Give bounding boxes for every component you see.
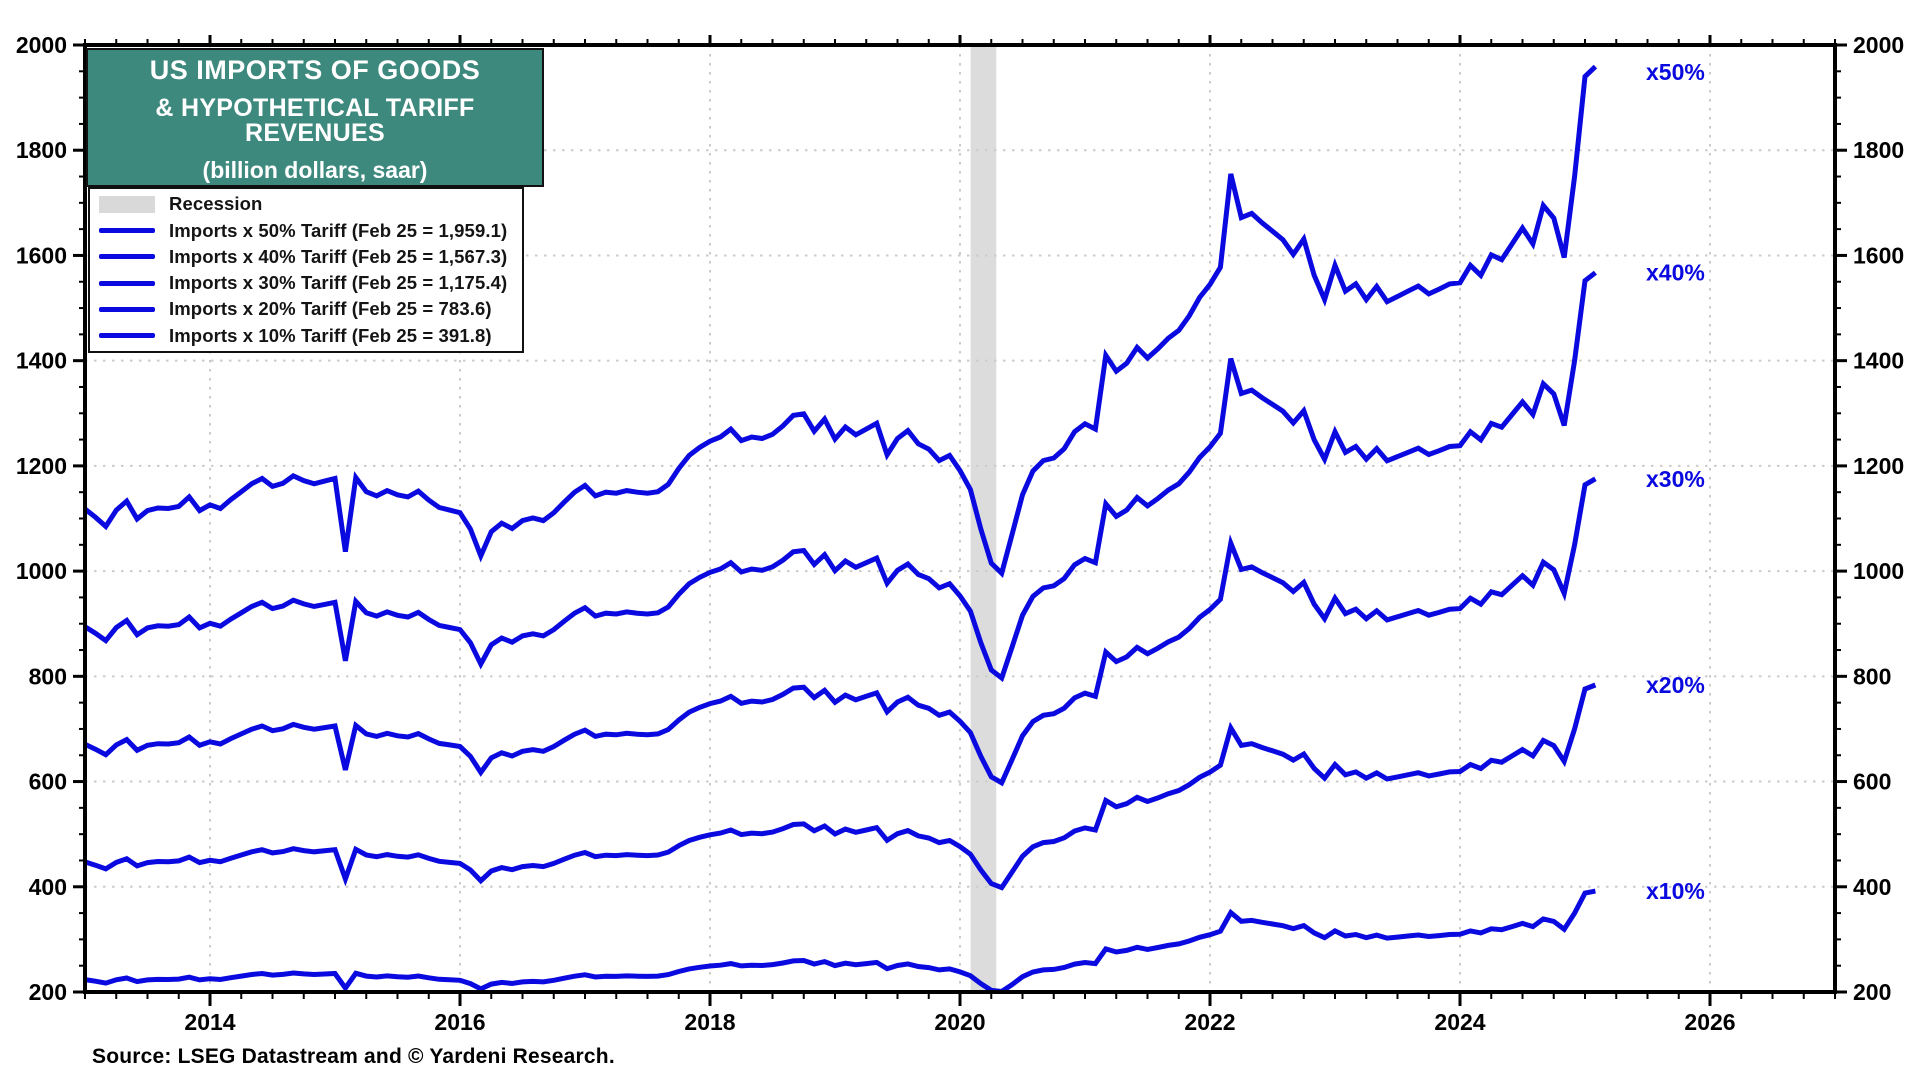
legend-item-series-10pct: Imports x 10% Tariff (Feb 25 = 391.8) bbox=[99, 323, 522, 349]
chart-title-line2: & HYPOTHETICAL TARIFF REVENUES bbox=[155, 94, 475, 147]
y-axis-tick-label-right: 1200 bbox=[1853, 453, 1904, 479]
chart-legend: Recession Imports x 50% Tariff (Feb 25 =… bbox=[88, 187, 524, 353]
y-axis-tick-label-right: 1400 bbox=[1853, 348, 1904, 374]
y-axis-tick-label-right: 800 bbox=[1853, 663, 1891, 689]
line-end-labels: x50% x40% x30% x20% x10% bbox=[1646, 59, 1705, 904]
legend-label: Imports x 20% Tariff (Feb 25 = 783.6) bbox=[169, 298, 492, 320]
x-axis-tick-label: 2024 bbox=[1434, 1009, 1485, 1035]
legend-label: Imports x 30% Tariff (Feb 25 = 1,175.4) bbox=[169, 272, 508, 294]
line-end-label-x50: x50% bbox=[1646, 59, 1705, 85]
y-axis-tick-label-left: 1000 bbox=[16, 558, 67, 584]
recession-swatch bbox=[99, 195, 155, 213]
line-swatch bbox=[99, 280, 155, 286]
y-axis-tick-label-right: 400 bbox=[1853, 874, 1891, 900]
legend-item-series-40pct: Imports x 40% Tariff (Feb 25 = 1,567.3) bbox=[99, 244, 522, 270]
series-line-x10 bbox=[84, 888, 1596, 992]
chart-title-subtitle: (billion dollars, saar) bbox=[202, 157, 428, 183]
line-swatch bbox=[99, 228, 155, 234]
y-axis-tick-label-right: 1800 bbox=[1853, 137, 1904, 163]
line-end-label-x30: x30% bbox=[1646, 466, 1705, 492]
y-axis-tick-label-right: 1000 bbox=[1853, 558, 1904, 584]
x-axis-tick-label: 2018 bbox=[684, 1009, 735, 1035]
y-axis-tick-label-right: 1600 bbox=[1853, 242, 1904, 268]
y-axis-tick-label-left: 1200 bbox=[16, 453, 67, 479]
x-axis-tick-label: 2022 bbox=[1184, 1009, 1235, 1035]
legend-label-recession: Recession bbox=[169, 193, 263, 215]
y-axis-tick-label-right: 2000 bbox=[1853, 32, 1904, 58]
legend-label: Imports x 10% Tariff (Feb 25 = 391.8) bbox=[169, 324, 492, 346]
chart-title-box: US IMPORTS OF GOODS & HYPOTHETICAL TARIF… bbox=[86, 48, 544, 187]
x-axis-tick-label: 2016 bbox=[434, 1009, 485, 1035]
gridlines bbox=[85, 45, 1835, 992]
series-line-x50 bbox=[83, 64, 1598, 578]
line-end-label-x40: x40% bbox=[1646, 260, 1705, 286]
y-axis-tick-label-left: 400 bbox=[29, 874, 67, 900]
x-axis-tick-label: 2014 bbox=[184, 1009, 235, 1035]
series-line-x40 bbox=[83, 270, 1597, 683]
axis-ticks bbox=[73, 35, 1847, 1006]
y-axis-tick-label-left: 800 bbox=[29, 663, 67, 689]
y-axis-tick-label-left: 200 bbox=[29, 979, 67, 1005]
line-swatch bbox=[99, 333, 155, 339]
x-axis-tick-label: 2020 bbox=[934, 1009, 985, 1035]
legend-label: Imports x 50% Tariff (Feb 25 = 1,959.1) bbox=[169, 219, 508, 241]
series-lines bbox=[83, 64, 1598, 992]
legend-item-series-50pct: Imports x 50% Tariff (Feb 25 = 1,959.1) bbox=[99, 218, 522, 244]
series-line-x30 bbox=[83, 476, 1597, 787]
y-axis-tick-label-left: 1800 bbox=[16, 137, 67, 163]
legend-item-series-30pct: Imports x 30% Tariff (Feb 25 = 1,175.4) bbox=[99, 270, 522, 296]
legend-label: Imports x 40% Tariff (Feb 25 = 1,567.3) bbox=[169, 245, 508, 267]
y-axis-tick-label-left: 2000 bbox=[16, 32, 67, 58]
legend-item-series-20pct: Imports x 20% Tariff (Feb 25 = 783.6) bbox=[99, 296, 522, 322]
chart-title-line1: US IMPORTS OF GOODS bbox=[149, 55, 481, 85]
axis-labels: 200 200 400 400 600 600 800 800 1000 1000 1200 1200… bbox=[16, 32, 1904, 1035]
line-swatch bbox=[99, 254, 155, 260]
line-end-label-x10: x10% bbox=[1646, 878, 1705, 904]
y-axis-tick-label-left: 600 bbox=[29, 769, 67, 795]
line-swatch bbox=[99, 306, 155, 312]
y-axis-tick-label-right: 600 bbox=[1853, 769, 1891, 795]
source-attribution: Source: LSEG Datastream and © Yardeni Re… bbox=[92, 1045, 615, 1068]
y-axis-tick-label-right: 200 bbox=[1853, 979, 1891, 1005]
line-end-label-x20: x20% bbox=[1646, 672, 1705, 698]
recession-band bbox=[970, 45, 997, 992]
legend-item-recession: Recession bbox=[99, 191, 522, 217]
y-axis-tick-label-left: 1600 bbox=[16, 242, 67, 268]
y-axis-tick-label-left: 1400 bbox=[16, 348, 67, 374]
series-line-x20 bbox=[84, 682, 1597, 891]
x-axis-tick-label: 2026 bbox=[1684, 1009, 1735, 1035]
